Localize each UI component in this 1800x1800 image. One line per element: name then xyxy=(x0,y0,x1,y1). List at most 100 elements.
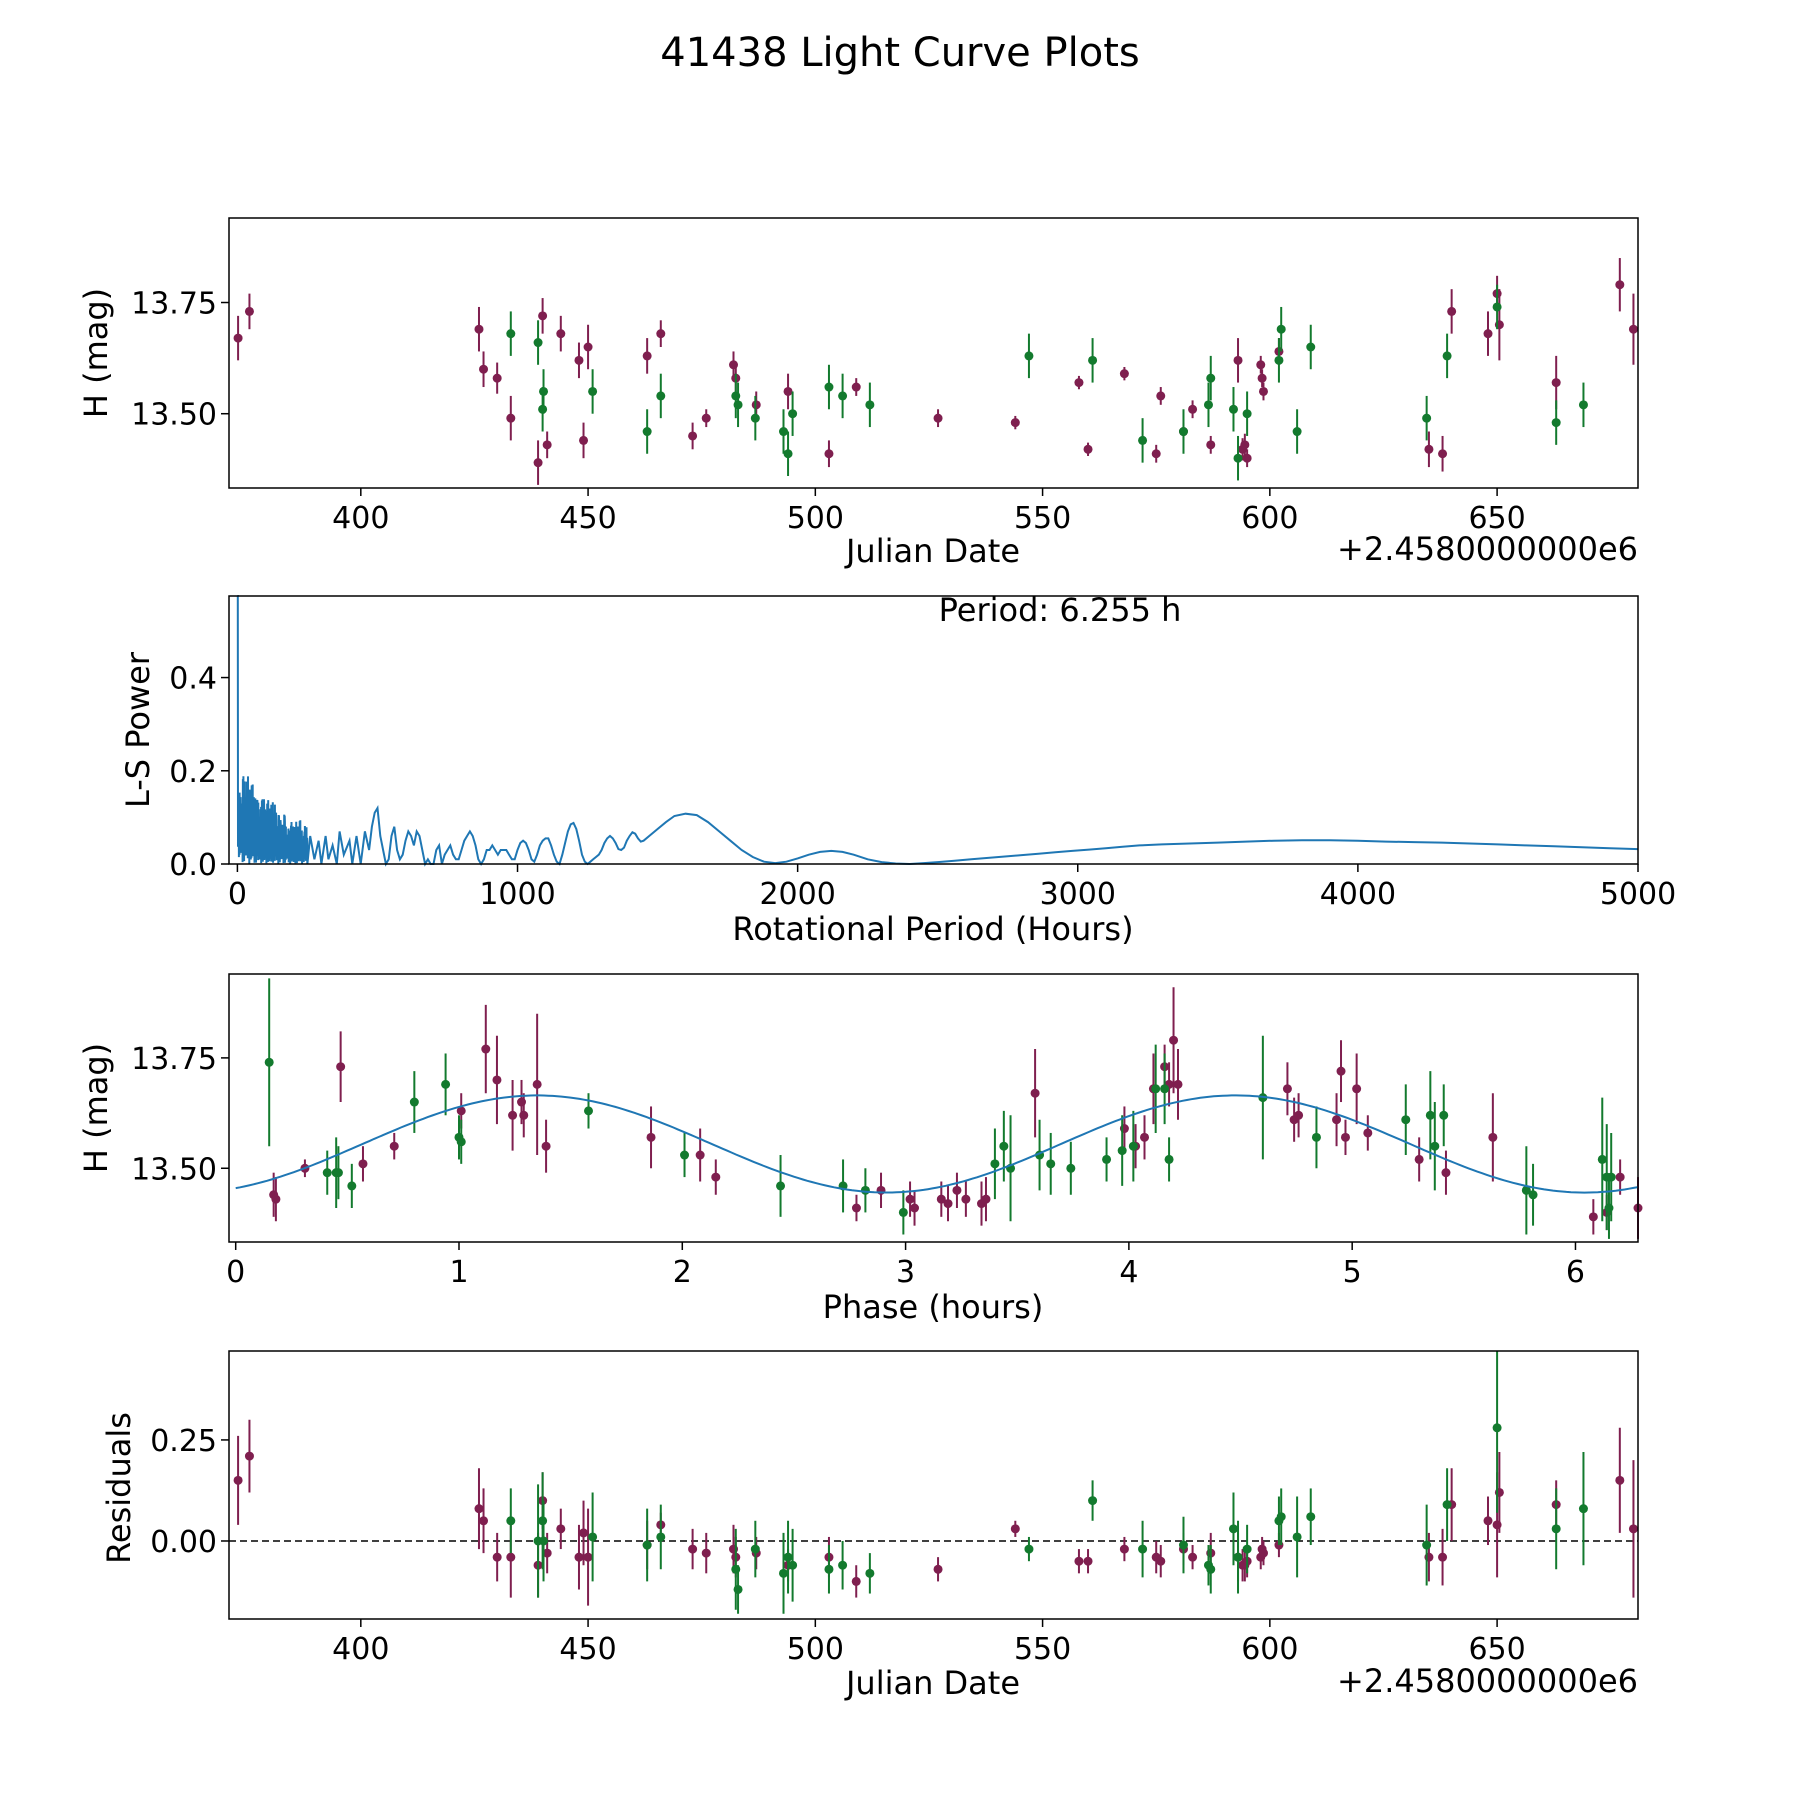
periodogram-ticks: 0 1000 2000 3000 4000 5000 0.0 0.2 0.4 xyxy=(169,662,1676,912)
data-point xyxy=(779,1568,789,1578)
data-point xyxy=(1206,1564,1216,1574)
y-tick-label: 0.4 xyxy=(169,662,217,697)
data-point xyxy=(1240,440,1250,450)
data-point xyxy=(456,1137,466,1147)
panel-residuals: 400 450 500 550 600 650 0.00 0.25 Julian Date +… xyxy=(100,1350,1639,1702)
data-point xyxy=(506,1516,516,1526)
data-point xyxy=(1257,373,1267,383)
data-point xyxy=(865,1568,875,1578)
data-point xyxy=(579,435,589,445)
data-point xyxy=(1442,351,1452,361)
model-curve xyxy=(235,1094,1639,1194)
data-point xyxy=(1292,1532,1302,1542)
data-point xyxy=(1160,1084,1170,1094)
data-point xyxy=(1173,1079,1183,1089)
data-point xyxy=(539,386,549,396)
raw-ylabel: H (mag) xyxy=(77,288,115,418)
data-point xyxy=(910,1203,920,1213)
y-tick-label: 0.0 xyxy=(169,848,217,883)
periodogram-ylabel: L-S Power xyxy=(119,651,157,808)
y-tick-label: 13.50 xyxy=(131,1152,217,1187)
data-point xyxy=(1606,1172,1616,1182)
data-point xyxy=(733,1584,743,1594)
data-point xyxy=(990,1159,1000,1169)
data-point xyxy=(336,1062,346,1072)
data-point xyxy=(1588,1212,1598,1222)
data-point xyxy=(264,1057,274,1067)
data-point xyxy=(542,440,552,450)
data-point xyxy=(1274,355,1284,365)
x-tick-label: 450 xyxy=(559,501,616,536)
data-point xyxy=(851,1576,861,1586)
data-point xyxy=(1488,1132,1498,1142)
phased-ylabel: H (mag) xyxy=(77,1043,115,1173)
periodogram-line xyxy=(236,595,1639,867)
y-tick-label: 0.00 xyxy=(150,1525,217,1560)
data-point xyxy=(574,355,584,365)
data-point xyxy=(533,338,543,348)
x-tick-label: 500 xyxy=(787,501,844,536)
data-point xyxy=(539,1536,549,1546)
data-point xyxy=(506,1552,516,1562)
data-point xyxy=(456,1106,466,1116)
x-tick-label: 4000 xyxy=(1320,877,1396,912)
data-point xyxy=(583,1552,593,1562)
data-point xyxy=(481,1044,491,1054)
residuals-xlabel: Julian Date xyxy=(844,1664,1020,1702)
data-point xyxy=(1178,427,1188,437)
data-point xyxy=(1483,329,1493,339)
data-point xyxy=(656,391,666,401)
data-point xyxy=(506,329,516,339)
data-point xyxy=(588,386,598,396)
data-point xyxy=(1442,1500,1452,1510)
data-point xyxy=(961,1194,971,1204)
data-point xyxy=(233,1475,243,1485)
data-point xyxy=(271,1194,281,1204)
data-point xyxy=(1258,386,1268,396)
data-point xyxy=(1306,342,1316,352)
data-point xyxy=(1276,1512,1286,1522)
data-point xyxy=(680,1150,690,1160)
data-point xyxy=(1551,378,1561,388)
raw-xlabel: Julian Date xyxy=(844,532,1020,570)
data-point xyxy=(533,458,543,468)
x-tick-label: 4 xyxy=(1119,1255,1138,1290)
data-point xyxy=(1332,1115,1342,1125)
x-tick-label: 3 xyxy=(896,1255,915,1290)
data-point xyxy=(898,1207,908,1217)
data-point xyxy=(1447,306,1457,316)
data-point xyxy=(905,1194,915,1204)
data-point xyxy=(1425,1110,1435,1120)
data-point xyxy=(1424,444,1434,454)
data-point xyxy=(233,333,243,343)
data-point xyxy=(1233,1552,1243,1562)
data-point xyxy=(1256,360,1266,370)
data-point xyxy=(1615,1475,1625,1485)
data-point xyxy=(1083,444,1093,454)
data-point xyxy=(1030,1088,1040,1098)
periodogram-marks xyxy=(236,595,1639,867)
data-point xyxy=(492,1552,502,1562)
periodogram-axes-frame xyxy=(228,595,1639,865)
x-tick-label: 5 xyxy=(1343,1255,1362,1290)
data-point xyxy=(1401,1115,1411,1125)
data-point xyxy=(1311,1132,1321,1142)
data-point xyxy=(556,329,566,339)
phased-axes-frame xyxy=(228,973,1639,1243)
data-point xyxy=(1024,351,1034,361)
data-point xyxy=(1206,440,1216,450)
data-point xyxy=(492,1075,502,1085)
data-point xyxy=(1119,1544,1129,1554)
panel-periodogram: 0 1000 2000 3000 4000 5000 0.0 0.2 0.4 Period: 6… xyxy=(119,591,1676,948)
data-point xyxy=(783,449,793,459)
x-tick-label: 6 xyxy=(1566,1255,1585,1290)
data-point xyxy=(1276,324,1286,334)
raw-marks xyxy=(233,258,1638,485)
data-point xyxy=(1206,373,1216,383)
data-point xyxy=(851,382,861,392)
data-point xyxy=(981,1194,991,1204)
data-point xyxy=(711,1172,721,1182)
data-point xyxy=(688,1544,698,1554)
data-point xyxy=(1430,1141,1440,1151)
data-point xyxy=(1188,404,1198,414)
